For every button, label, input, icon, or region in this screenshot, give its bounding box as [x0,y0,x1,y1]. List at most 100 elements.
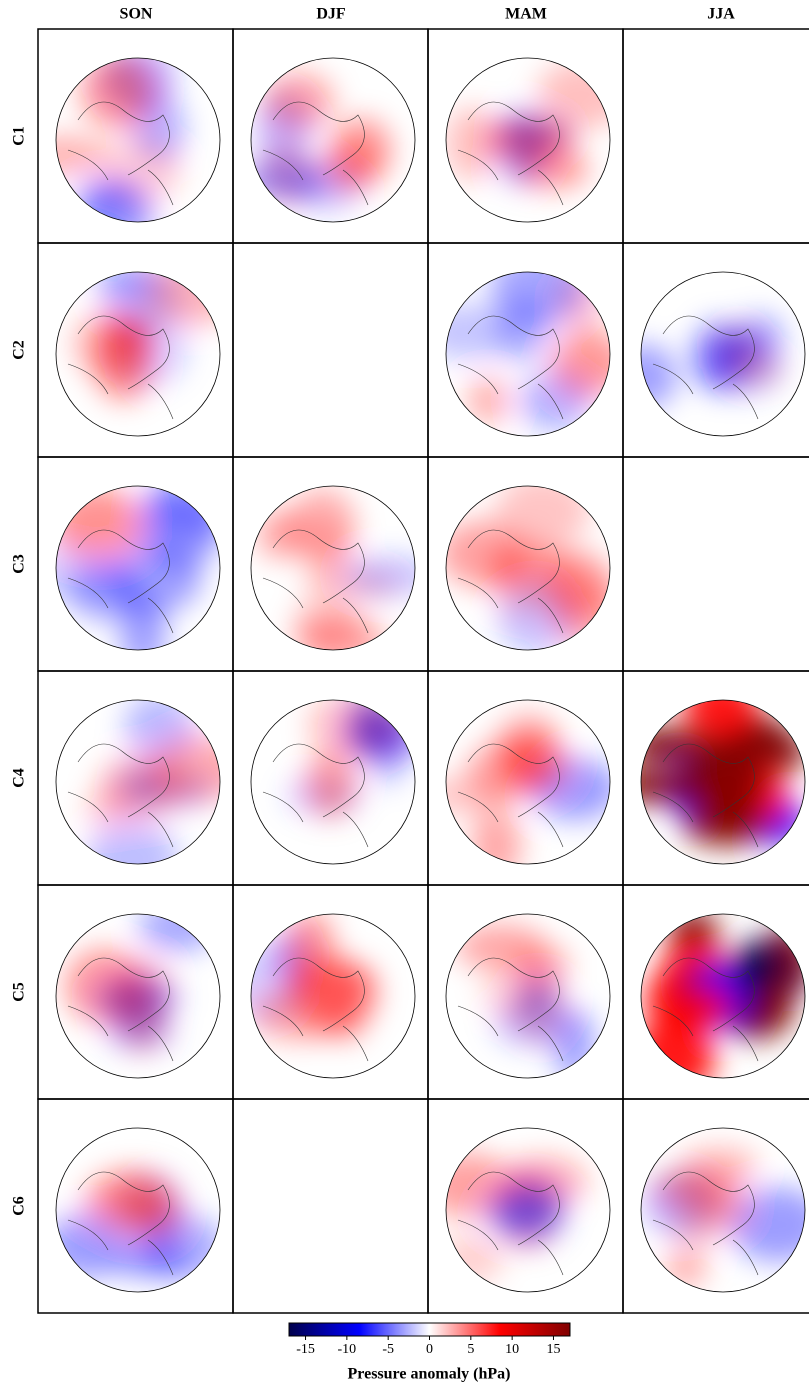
map [641,272,805,436]
colorbar-tick-label: -10 [338,1342,357,1357]
anomaly-field [257,488,415,650]
anomaly-blob [257,510,306,559]
map-outline [55,485,221,651]
map [641,700,805,864]
map-outline [55,271,221,437]
anomaly-blob [664,1252,706,1287]
map [56,272,220,436]
anomaly-blob [94,321,153,402]
anomaly-blob [723,353,783,386]
anomaly-blob [305,523,353,586]
anomaly-blob [56,549,110,599]
map-outline [445,1127,611,1293]
panel-frame [232,1098,429,1314]
coastline [262,957,369,1062]
coastline [67,957,174,1062]
row-label: C2 [11,340,28,360]
coastline [652,957,759,1062]
map [56,1128,220,1292]
map-outline [250,485,416,651]
row-label: C6 [11,1196,28,1216]
anomaly-blob [95,272,160,305]
colorbar-label: Pressure anomaly (hPa) [348,1366,511,1383]
anomaly-field [65,914,218,1053]
anomaly-blob [455,924,547,970]
map-outline [250,57,416,223]
map [446,58,610,222]
map [446,1128,610,1292]
coastline [457,101,564,206]
map-outline [640,1127,806,1293]
anomaly-field [641,914,805,1078]
anomaly-field [641,700,805,847]
anomaly-blob [466,741,543,801]
anomaly-blob [305,749,356,818]
coastline [67,743,174,848]
column-header: DJF [316,6,346,23]
row-label: C3 [11,554,28,574]
map-outline [55,57,221,223]
colorbar-tick-label: 10 [505,1342,519,1357]
map [446,914,610,1078]
panel-frame [622,1098,809,1314]
coastline [67,529,174,634]
column-header: SON [120,6,153,23]
map [641,1128,805,1292]
anomaly-blob [536,59,610,129]
row-label: C5 [11,982,28,1002]
map [251,914,415,1078]
anomaly-blob [251,162,329,200]
panel-frame [622,456,809,672]
anomaly-field [56,1170,220,1280]
anomaly-blob [119,595,166,650]
map-outline [640,913,806,1079]
coastline [652,315,759,420]
map-outline [250,699,416,865]
anomaly-blob [641,343,678,409]
anomaly-blob [251,987,350,1041]
anomaly-field [83,700,220,864]
anomaly-field [446,1152,588,1284]
anomaly-blob [446,1152,513,1217]
coastline [457,743,564,848]
map-outline [445,699,611,865]
anomaly-blob [102,1172,166,1226]
anomaly-blob [482,118,577,160]
map-outline [55,913,221,1079]
anomaly-blob [652,1170,744,1205]
anomaly-blob [492,1179,568,1244]
anomaly-field [446,486,610,650]
anomaly-blob [79,180,154,222]
coastline [457,957,564,1062]
anomaly-blob [446,304,518,360]
coastline [67,1171,174,1276]
anomaly-blob [56,136,109,175]
anomaly-blob [321,143,379,194]
map [446,700,610,864]
anomaly-blob [138,914,218,952]
map [446,272,610,436]
row-label: C1 [11,126,28,146]
coastline [457,529,564,634]
anomaly-blob [675,751,768,815]
map [446,486,610,650]
map [56,58,220,222]
anomaly-field [641,314,784,409]
colorbar-tick-label: 5 [467,1342,474,1357]
colorbar-tick-label: 15 [546,1342,560,1357]
anomaly-blob [342,555,415,596]
colorbar-tick-label: -5 [382,1342,394,1357]
anomaly-blob [263,72,335,130]
anomaly-blob [682,805,770,847]
anomaly-blob [117,983,167,1053]
anomaly-blob [446,1233,503,1284]
row-label: C4 [11,768,28,788]
anomaly-blob [446,106,499,181]
map-outline [445,485,611,651]
map [251,58,415,222]
anomaly-field [56,58,186,222]
anomaly-blob [485,537,583,616]
coastline [457,315,564,420]
map-outline [445,271,611,437]
anomaly-blob [641,766,693,805]
